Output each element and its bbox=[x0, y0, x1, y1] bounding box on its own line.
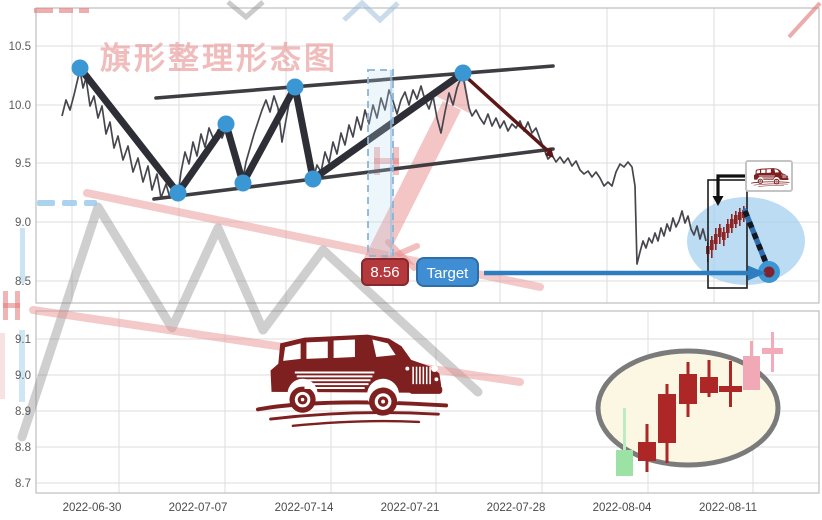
jeep-illustration bbox=[256, 332, 449, 428]
candle-body bbox=[719, 386, 742, 392]
price-badge bbox=[361, 258, 409, 286]
candle-body bbox=[616, 450, 633, 476]
inset-candles bbox=[616, 332, 783, 476]
forecast-line-dashes bbox=[742, 209, 771, 270]
breakdown-line bbox=[462, 73, 550, 153]
pink-line-watermark bbox=[29, 306, 524, 386]
x-tick: 2022-08-04 bbox=[593, 502, 652, 514]
target-arrow-head bbox=[748, 265, 766, 281]
red-up-arrow-head bbox=[434, 78, 471, 114]
red-up-arrow-watermark bbox=[363, 101, 461, 269]
y-tick: 10.0 bbox=[9, 100, 31, 112]
pivot-dot bbox=[304, 170, 322, 188]
mini-candle-body bbox=[710, 240, 714, 250]
y-tick: 9.1 bbox=[15, 334, 31, 346]
pivot-dot bbox=[454, 64, 472, 82]
mini-candle-body bbox=[738, 212, 742, 220]
blue-dash-level bbox=[37, 200, 55, 206]
x-tick: 2022-06-30 bbox=[63, 502, 122, 514]
annotation-arrow bbox=[716, 174, 748, 197]
x-tick: 2022-07-14 bbox=[275, 502, 334, 514]
x-tick: 2022-07-07 bbox=[169, 502, 228, 514]
target-badge bbox=[416, 257, 479, 287]
upper-trendline bbox=[154, 64, 555, 100]
pivot-dot bbox=[217, 115, 235, 133]
annotation-rect bbox=[707, 179, 748, 289]
target-dot-center bbox=[763, 266, 775, 278]
pivot-dot bbox=[234, 174, 252, 192]
pink-bar-watermark bbox=[0, 333, 5, 399]
highlight-ellipse bbox=[687, 197, 805, 285]
x-tick: 2022-07-28 bbox=[487, 502, 546, 514]
pivot-zigzag bbox=[76, 64, 467, 197]
pivot-dot bbox=[286, 78, 304, 96]
candle-body bbox=[679, 374, 697, 404]
y-tick: 9.0 bbox=[15, 217, 31, 229]
breakdown-arrow-head bbox=[545, 147, 554, 158]
gray-zigzag-watermark bbox=[17, 202, 483, 442]
mini-candle-body bbox=[734, 215, 738, 224]
gray-chevron-watermark bbox=[226, 0, 265, 21]
bottom-y-axis: 9.1 9.0 8.9 8.8 8.7 bbox=[15, 334, 31, 490]
pivot-dots bbox=[71, 59, 472, 202]
mini-candle-body bbox=[718, 228, 722, 237]
pivot-dot bbox=[71, 59, 89, 77]
annotation-arrow-head bbox=[712, 196, 724, 206]
candle-body bbox=[700, 377, 718, 393]
top-y-axis: 10.5 10.0 9.5 9.0 8.5 bbox=[9, 41, 31, 288]
x-tick: 2022-07-21 bbox=[381, 502, 440, 514]
blue-chevron-watermark bbox=[342, 0, 400, 24]
red-slash-watermark bbox=[787, 1, 822, 39]
watermark-layer bbox=[0, 0, 822, 442]
x-axis: 2022-06-30 2022-07-07 2022-07-14 2022-07… bbox=[63, 502, 757, 514]
candle-body bbox=[762, 348, 783, 354]
red-h-watermark bbox=[374, 147, 399, 175]
blue-dash-level bbox=[84, 200, 97, 206]
target-badge-label: Target bbox=[427, 265, 470, 282]
y-tick: 8.8 bbox=[15, 442, 31, 454]
y-tick: 8.7 bbox=[15, 478, 31, 490]
red-h-watermark bbox=[3, 291, 20, 320]
red-dash-watermark bbox=[34, 8, 53, 13]
y-tick: 8.9 bbox=[15, 406, 31, 418]
price-badge-label: 8.56 bbox=[370, 264, 399, 281]
mini-candle-body bbox=[722, 232, 726, 240]
lower-trendline bbox=[152, 147, 555, 201]
candle-body bbox=[743, 356, 760, 390]
y-tick: 9.0 bbox=[15, 370, 31, 382]
red-dash-watermark bbox=[59, 8, 73, 13]
bottom-panel-border bbox=[35, 310, 820, 494]
y-tick: 10.5 bbox=[9, 41, 31, 53]
mini-candle-body bbox=[714, 234, 718, 244]
candle-body bbox=[658, 394, 676, 443]
pivot-dot bbox=[169, 184, 187, 202]
mini-candle-body bbox=[730, 219, 734, 228]
chart-title: 旗形整理形态图 bbox=[100, 41, 338, 76]
y-tick: 9.5 bbox=[15, 158, 31, 170]
blue-bar-watermark bbox=[20, 228, 25, 283]
x-tick: 2022-08-11 bbox=[699, 502, 757, 514]
red-dash-watermark bbox=[79, 8, 89, 13]
blue-bar-watermark bbox=[19, 330, 25, 402]
measure-box bbox=[367, 69, 394, 257]
mini-candle-body bbox=[726, 224, 730, 233]
top-panel-border bbox=[35, 7, 820, 304]
y-tick: 8.5 bbox=[15, 276, 31, 288]
blue-dash-level bbox=[62, 200, 77, 206]
candle-body bbox=[638, 442, 656, 461]
